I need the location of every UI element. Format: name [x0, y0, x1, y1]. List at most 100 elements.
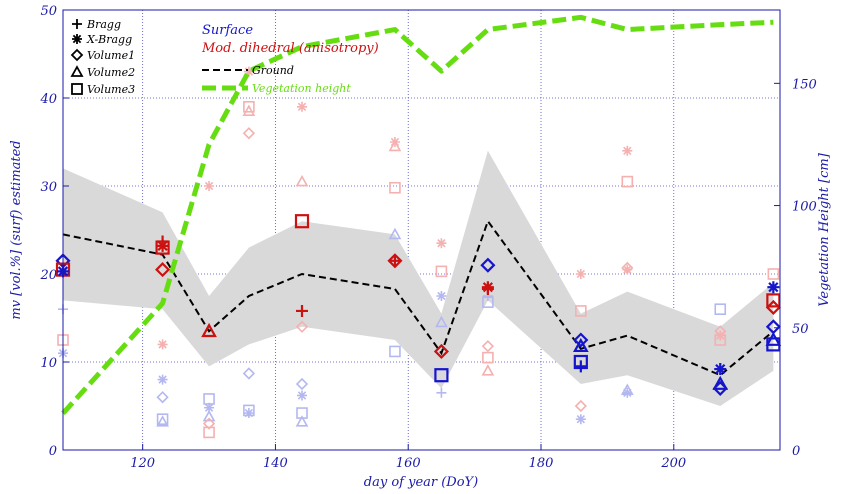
data-point-square [389, 345, 401, 358]
data-point-diamond [202, 417, 216, 430]
data-point-triangle [295, 174, 309, 187]
data-point-star [204, 402, 215, 413]
data-point-square [482, 351, 494, 364]
data-point-diamond [242, 367, 256, 380]
legend-xbragg-label: X-Bragg [86, 33, 132, 46]
data-point-diamond [155, 262, 171, 278]
data-point-star [622, 264, 633, 275]
data-point-triangle [156, 415, 169, 427]
envelope-layer [63, 150, 774, 406]
data-point-square [243, 101, 255, 113]
data-point-square [389, 181, 401, 194]
data-point-square [482, 296, 494, 308]
data-point-diamond [712, 380, 728, 396]
legend-symbols [70, 19, 84, 95]
data-point-triangle [388, 227, 402, 240]
data-point-triangle [435, 315, 448, 328]
plot-frame [62, 9, 781, 451]
data-point-square [714, 303, 727, 316]
legend-bragg-label: Bragg [86, 18, 121, 31]
y-right-tick-label: 150 [792, 77, 817, 92]
vegetation-height-line [61, 14, 774, 416]
data-point-star [297, 101, 307, 112]
data-point-square [766, 337, 781, 352]
y-right-tick-label: 100 [792, 200, 817, 215]
data-point-triangle [242, 104, 256, 116]
data-point-square [294, 214, 310, 229]
x-tick-label: 200 [660, 456, 686, 471]
data-point-star [436, 291, 447, 301]
legend-volume1-label: Volume1 [87, 49, 135, 62]
data-point-diamond [295, 320, 309, 333]
x-tick-label: 140 [263, 456, 288, 471]
data-point-diamond [156, 391, 169, 404]
legend-symbol-triangle [70, 65, 84, 77]
data-point-diamond [433, 343, 449, 359]
data-point-plus [388, 254, 401, 267]
y-left-tick-label: 30 [40, 180, 57, 195]
y-left-tick-label: 20 [39, 268, 57, 283]
data-point-square [203, 426, 215, 439]
y-right-tick-label: 50 [792, 322, 809, 337]
data-point-square [714, 334, 727, 346]
data-point-diamond [480, 257, 496, 273]
data-point-square [767, 268, 780, 280]
legend-ground-label: Ground [252, 64, 294, 77]
data-point-diamond [295, 377, 309, 391]
data-point-star [575, 269, 586, 279]
legend: Bragg X-Bragg Volume1 Volume2 Volume3 Su… [70, 18, 379, 96]
data-point-square [435, 265, 448, 278]
data-point-triangle [388, 139, 402, 152]
data-point-plus [481, 282, 494, 295]
ground-envelope [63, 150, 774, 406]
legend-symbol-plus [72, 19, 82, 29]
data-point-diamond [574, 399, 587, 413]
data-point-square [155, 240, 170, 255]
data-point-triangle [481, 364, 495, 376]
legend-surface-label: Surface [202, 23, 253, 38]
data-point-square [575, 305, 587, 317]
x-axis-label: day of year (DoY) [364, 475, 478, 490]
y-left-tick-label: 10 [40, 356, 57, 371]
y-axis-right-label: Vegetation Height [cm] [817, 152, 832, 307]
data-point-star [157, 339, 168, 350]
data-point-plus [436, 387, 447, 398]
data-point-diamond [481, 340, 495, 353]
ground-layer [62, 219, 774, 377]
data-point-square [766, 293, 781, 308]
veg-layer [61, 14, 774, 416]
data-point-diamond [242, 127, 256, 140]
y-right-tick-label: 0 [792, 444, 800, 459]
data-point-star [714, 363, 727, 376]
data-point-triangle [201, 322, 217, 338]
x-tick-label: 160 [396, 456, 421, 471]
axes: 120 140 160 180 200 0 10 20 30 40 50 0 50 100 150 [39, 4, 816, 471]
data-point-star [243, 408, 254, 419]
legend-dihedral-label: Mod. dihedral (anisotropy) [201, 41, 379, 56]
x-tick-label: 120 [130, 456, 155, 471]
data-point-plus [574, 360, 587, 373]
ground-line [62, 219, 774, 377]
legend-vegetation-label: Vegetation height [252, 82, 351, 95]
data-point-triangle [712, 375, 729, 390]
data-point-star [767, 281, 780, 294]
data-point-star [157, 374, 168, 385]
x-tick-label: 180 [529, 456, 554, 471]
legend-symbol-star [72, 34, 82, 44]
data-point-triangle [295, 415, 309, 427]
legend-volume3-label: Volume3 [87, 83, 135, 96]
legend-volume2-label: Volume2 [87, 66, 135, 79]
data-point-square [621, 175, 634, 188]
y-left-tick-label: 50 [40, 4, 57, 19]
data-point-star [622, 387, 633, 398]
data-point-diamond [573, 332, 589, 348]
legend-symbol-square [71, 83, 83, 95]
data-point-triangle [202, 409, 216, 422]
data-point-star [204, 181, 215, 191]
data-point-star [575, 414, 586, 425]
data-point-star [622, 145, 633, 156]
data-point-diamond [765, 299, 781, 315]
y-left-tick-label: 0 [49, 444, 57, 459]
data-point-star [436, 238, 447, 249]
